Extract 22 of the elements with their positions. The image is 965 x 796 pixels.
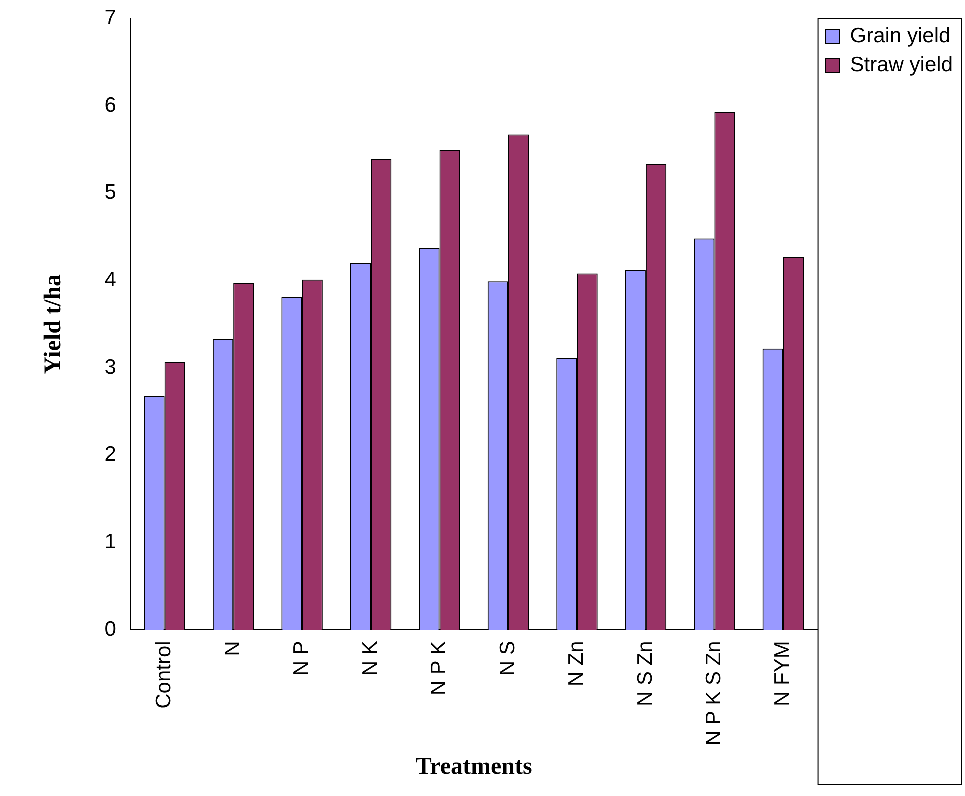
x-tick-label: N S Zn xyxy=(634,641,657,707)
x-tick-label: N K xyxy=(358,641,382,676)
y-tick-label: 7 xyxy=(104,6,116,30)
legend-label: Grain yield xyxy=(850,24,951,48)
y-tick-label: 4 xyxy=(104,268,117,292)
x-tick-label: N Zn xyxy=(565,641,588,687)
x-axis-title: Treatments xyxy=(416,754,532,780)
x-tick-label: N FYM xyxy=(771,641,794,706)
x-tick-label: N S xyxy=(496,641,520,676)
y-tick-label: 5 xyxy=(104,181,116,204)
y-tick-label: 0 xyxy=(104,618,116,641)
legend-label: Straw yield xyxy=(850,53,953,76)
x-tick-label: N P xyxy=(290,641,314,676)
y-tick-label: 3 xyxy=(104,356,116,379)
y-tick-label: 6 xyxy=(104,94,116,117)
x-tick-label: Control xyxy=(152,641,176,709)
y-axis-title: Yield t/ha xyxy=(40,274,67,374)
x-tick-label: N P K xyxy=(428,641,451,696)
x-tick-label: N P K S Zn xyxy=(702,641,726,746)
x-tick-label: N xyxy=(221,641,244,656)
y-tick-label: 1 xyxy=(104,530,116,554)
y-tick-label: 2 xyxy=(104,443,116,466)
